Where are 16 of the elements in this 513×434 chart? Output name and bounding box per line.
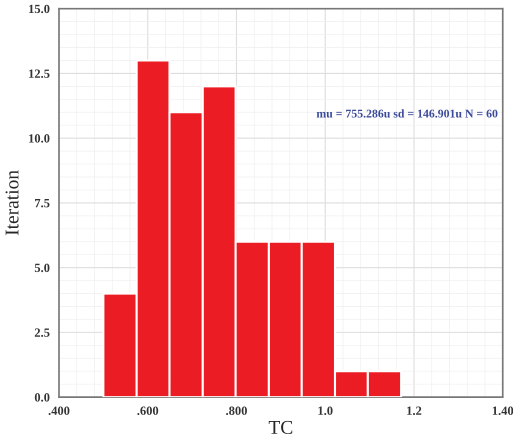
x-tick-label: .800 xyxy=(226,406,247,415)
y-tick-label: 2.5 xyxy=(34,328,50,337)
y-tick-label: 12.5 xyxy=(29,69,50,78)
y-tick-label: 15.0 xyxy=(29,4,50,14)
annotation: mu = 755.286u sd = 146.901u N = 60 xyxy=(316,109,498,118)
y-tick-label: 0.0 xyxy=(34,393,50,402)
x-tick-label: 1.2 xyxy=(407,406,422,415)
x-tick-label: 1.40 xyxy=(492,406,513,415)
x-tick-label: .600 xyxy=(137,406,158,415)
x-axis-title: TC xyxy=(268,420,292,434)
x-tick-label: .400 xyxy=(48,406,70,415)
y-axis-title: Iteration xyxy=(6,170,19,236)
y-tick-label: 7.5 xyxy=(35,199,50,208)
x-tick-label: 1.0 xyxy=(318,406,333,415)
y-tick-label: 5.0 xyxy=(34,264,50,272)
y-tick-label: 10.0 xyxy=(29,134,50,143)
